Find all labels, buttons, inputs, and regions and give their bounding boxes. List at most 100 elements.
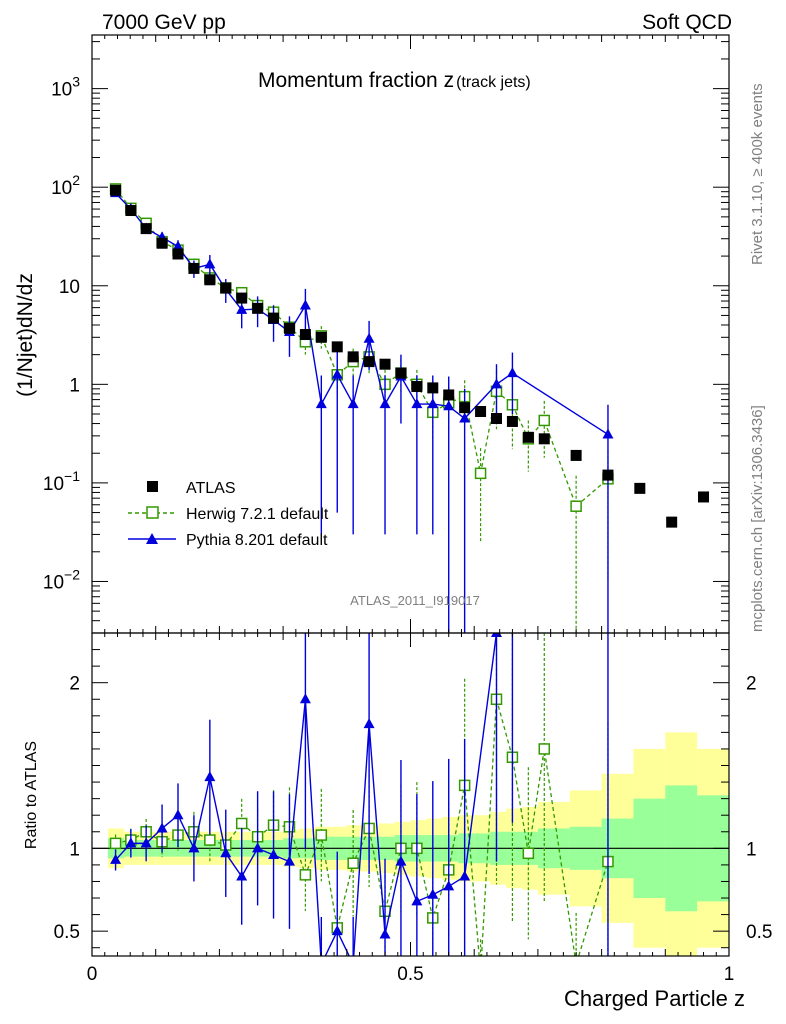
x-tick-label: 1 bbox=[724, 964, 735, 985]
ratio-pythia-point bbox=[188, 842, 200, 853]
ratio-herwig-point bbox=[315, 829, 328, 841]
ratio-pythia-point bbox=[363, 718, 375, 729]
ratio-pythia-point bbox=[427, 888, 439, 899]
ratio-pythia-point bbox=[140, 837, 152, 848]
ratio-tick-label-left: 0.5 bbox=[54, 922, 80, 943]
atlas-point bbox=[395, 367, 407, 379]
atlas-point bbox=[110, 184, 122, 196]
atlas-point bbox=[252, 302, 264, 314]
ratio-pythia-point bbox=[204, 771, 216, 782]
ratio-herwig-point bbox=[235, 817, 248, 830]
pythia-point bbox=[427, 398, 439, 409]
ratio-pythia-point bbox=[348, 958, 359, 968]
main-plot-data bbox=[109, 183, 710, 633]
ratio-pythia-point bbox=[299, 693, 311, 704]
ratio-pythia-point bbox=[507, 511, 518, 521]
pythia-point bbox=[172, 240, 184, 251]
rivet-label: Rivet 3.1.10, ≥ 400k events bbox=[749, 83, 766, 265]
herwig-point bbox=[474, 467, 487, 480]
ratio-y-axis-label: Ratio to ATLAS bbox=[23, 741, 40, 849]
pythia-point bbox=[443, 400, 455, 411]
atlas-point bbox=[236, 292, 248, 304]
pythia-line bbox=[115, 192, 609, 436]
ratio-plot-data bbox=[92, 511, 729, 969]
atlas-point bbox=[299, 329, 311, 341]
axes: 0 0.5 1 10−2 10−1 1 10 102 103 0.5 0.5 1 1 2 2 bbox=[43, 34, 772, 985]
herwig-point bbox=[570, 500, 582, 512]
atlas-point bbox=[315, 331, 327, 343]
atlas-point bbox=[347, 351, 359, 363]
atlas-point bbox=[490, 413, 502, 425]
ratio-pythia-point bbox=[331, 925, 343, 936]
atlas-point bbox=[268, 312, 280, 324]
ratio-pythia-point bbox=[125, 837, 137, 848]
atlas-point bbox=[140, 223, 152, 235]
ratio-pythia-point bbox=[110, 853, 122, 864]
y-tick-label: 103 bbox=[51, 74, 80, 101]
ratio-tick-label-right: 2 bbox=[746, 674, 757, 695]
atlas-point bbox=[602, 469, 614, 481]
ratio-herwig-point bbox=[522, 847, 535, 860]
legend-pythia-marker bbox=[146, 533, 158, 544]
legend-atlas-marker bbox=[147, 481, 158, 492]
analysis-watermark: ATLAS_2011_I919017 bbox=[350, 593, 480, 608]
atlas-point bbox=[379, 358, 391, 370]
atlas-point bbox=[204, 274, 216, 286]
atlas-point bbox=[570, 449, 582, 461]
y-tick-label: 102 bbox=[51, 172, 80, 199]
atlas-point bbox=[220, 282, 232, 294]
y-tick-label: 10−1 bbox=[43, 468, 80, 495]
pythia-point bbox=[236, 303, 248, 314]
ratio-herwig-point bbox=[538, 743, 551, 755]
ratio-herwig-line bbox=[115, 699, 609, 956]
ratio-pythia-point bbox=[316, 958, 327, 968]
energy-label: 7000 GeV pp bbox=[102, 11, 226, 34]
legend-herwig-marker bbox=[146, 506, 159, 519]
legend: ATLAS Herwig 7.2.1 default Pythia 8.201 … bbox=[128, 480, 329, 549]
chart-title-main: Momentum fraction z bbox=[258, 69, 454, 92]
atlas-point bbox=[172, 248, 184, 260]
ratio-pythia-point bbox=[283, 855, 295, 866]
chart-title-sub: (track jets) bbox=[456, 74, 531, 91]
pythia-point bbox=[315, 398, 327, 409]
y-tick-label: 10−2 bbox=[43, 566, 80, 593]
atlas-point bbox=[443, 389, 455, 401]
ratio-pythia-point bbox=[443, 880, 455, 891]
ratio-pythia-line bbox=[115, 633, 498, 956]
pythia-point bbox=[299, 299, 311, 310]
pythia-point bbox=[331, 368, 343, 379]
ratio-herwig-point bbox=[571, 959, 581, 969]
mcplots-label: mcplots.cern.ch [arXiv:1306.3436] bbox=[749, 405, 766, 632]
ratio-pythia-point bbox=[236, 870, 248, 881]
ratio-herwig-point bbox=[299, 869, 312, 881]
process-label: Soft QCD bbox=[642, 11, 732, 34]
chart-title: Momentum fraction z (track jets) bbox=[258, 69, 531, 92]
ratio-pythia-point bbox=[252, 842, 264, 853]
x-axis-label: Charged Particle z bbox=[564, 986, 745, 1011]
ratio-pythia-point bbox=[395, 855, 407, 866]
atlas-point bbox=[156, 237, 168, 249]
ratio-pythia-point bbox=[172, 809, 184, 820]
ratio-tick-label-right: 1 bbox=[746, 839, 757, 860]
pythia-point bbox=[490, 378, 502, 389]
y-axis-label: (1/Njet)dN/dz bbox=[14, 273, 37, 397]
atlas-point bbox=[459, 402, 471, 414]
atlas-point bbox=[698, 491, 710, 503]
atlas-point bbox=[427, 382, 439, 394]
x-tick-label: 0.5 bbox=[397, 964, 423, 985]
atlas-point bbox=[634, 482, 646, 494]
atlas-point bbox=[411, 381, 423, 393]
legend-pythia-label: Pythia 8.201 default bbox=[186, 532, 328, 549]
x-tick-label: 0 bbox=[87, 964, 98, 985]
ratio-tick-label-right: 0.5 bbox=[746, 922, 772, 943]
ratio-pythia-point bbox=[220, 847, 232, 858]
y-tick-label: 10 bbox=[59, 277, 80, 298]
atlas-point bbox=[666, 516, 678, 528]
atlas-point bbox=[475, 406, 487, 418]
atlas-point bbox=[363, 356, 375, 368]
atlas-point bbox=[283, 322, 295, 334]
atlas-point bbox=[125, 205, 137, 217]
ratio-pythia-point bbox=[156, 822, 168, 833]
ratio-pythia-point bbox=[411, 895, 423, 906]
